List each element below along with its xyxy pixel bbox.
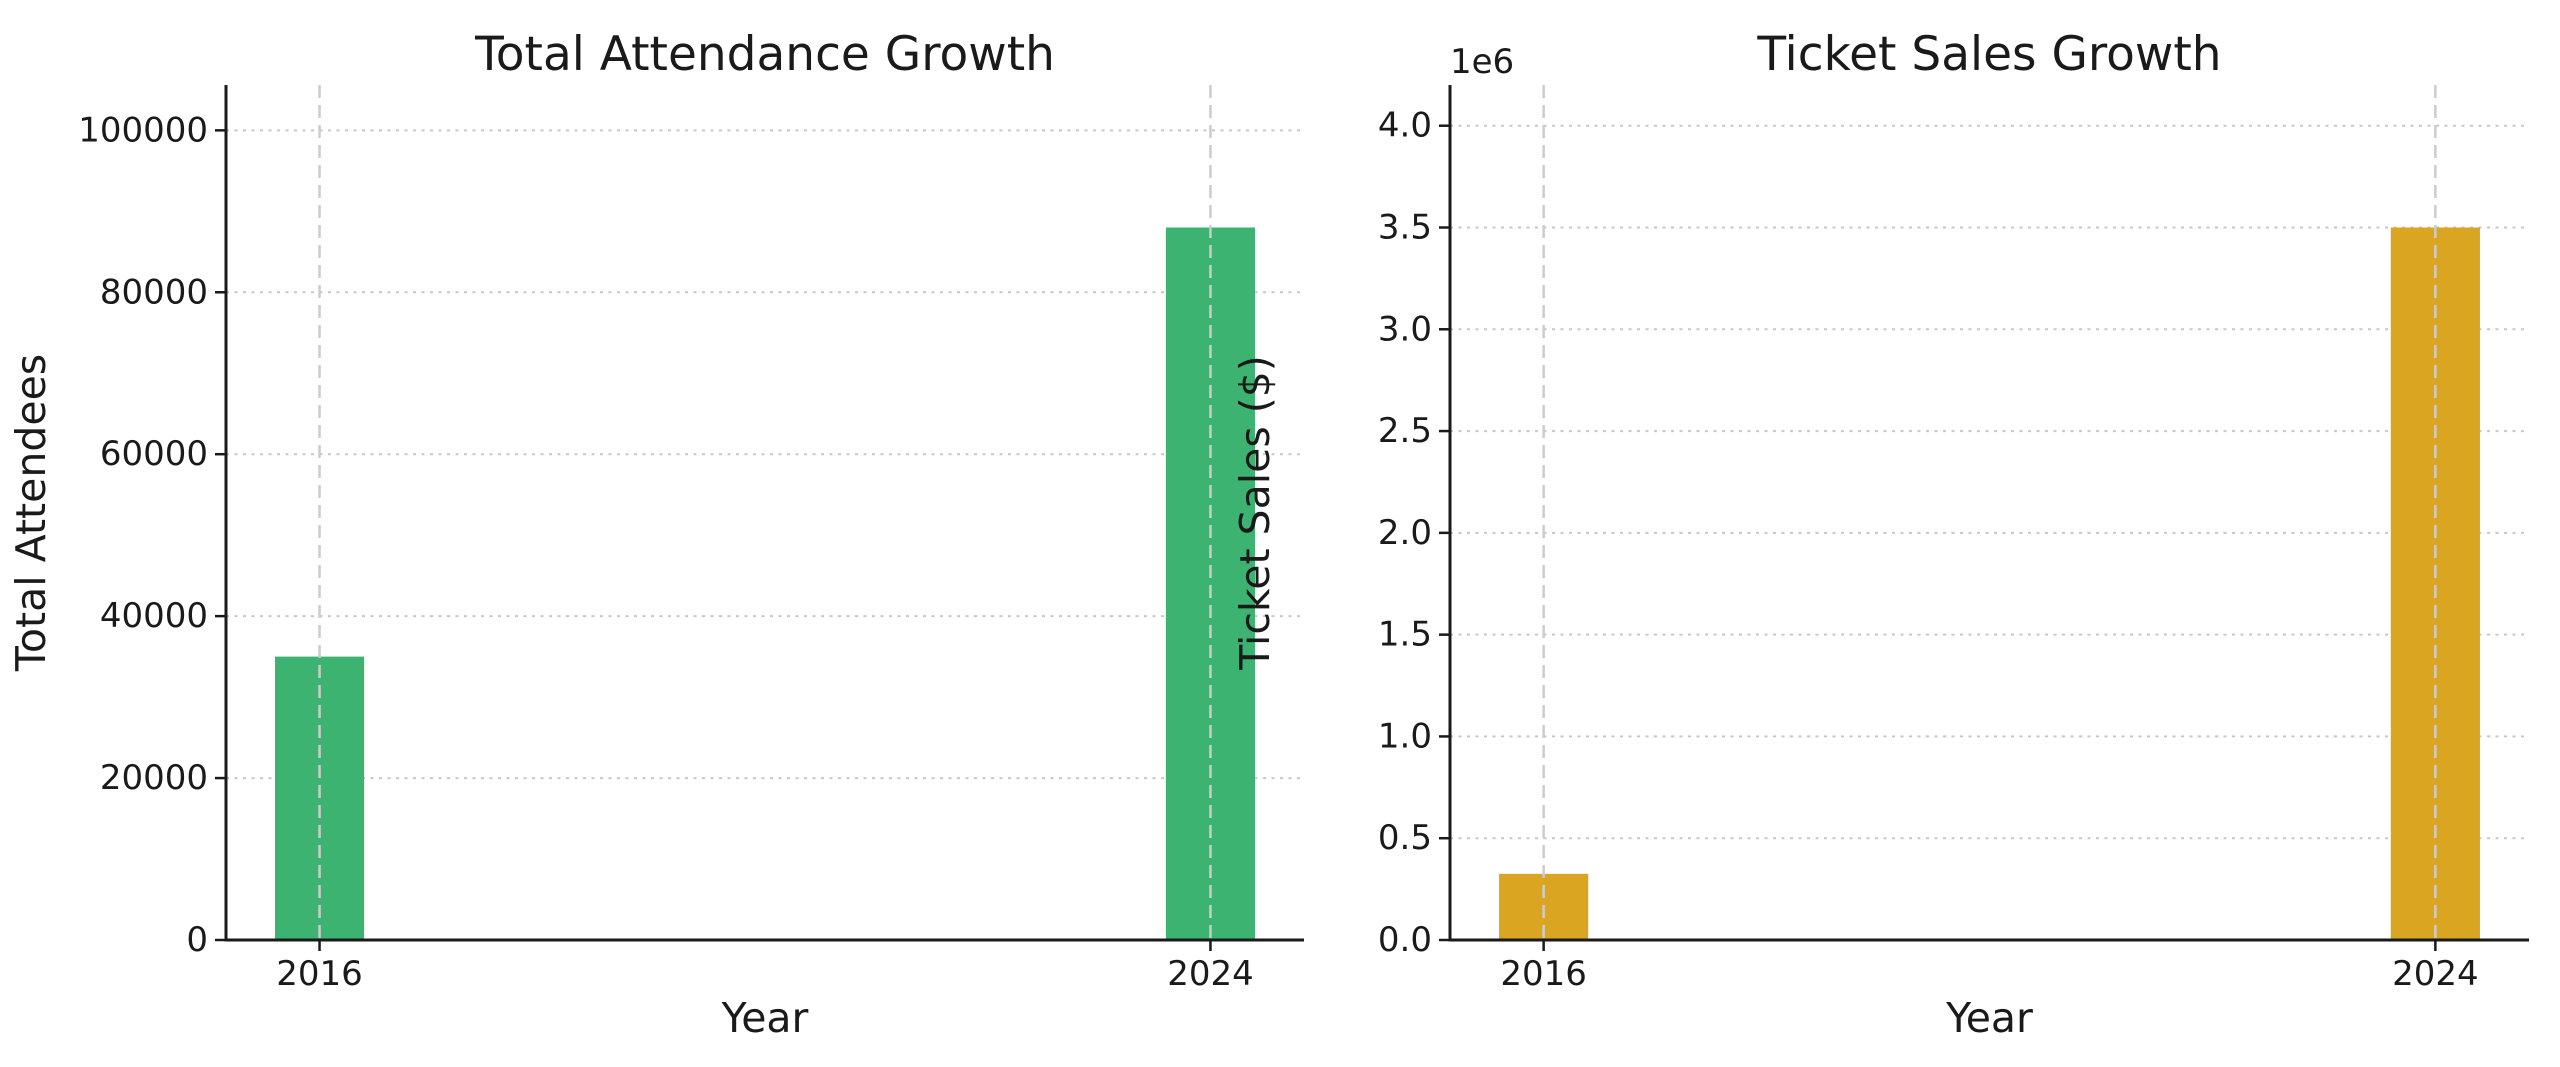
y-tick-label: 0.5 xyxy=(1378,818,1432,858)
y-tick-label: 40000 xyxy=(100,596,208,636)
y-axis-label: Ticket Sales ($) xyxy=(1231,355,1279,671)
y-tick-label: 2.5 xyxy=(1378,411,1432,451)
y-tick-label: 4.0 xyxy=(1378,106,1432,146)
y-tick-label: 2.0 xyxy=(1378,513,1432,553)
x-tick-label: 2016 xyxy=(276,954,363,994)
x-tick-label: 2024 xyxy=(1167,954,1254,994)
y-tick-label: 3.0 xyxy=(1378,309,1432,349)
y-tick-label: 3.5 xyxy=(1378,208,1432,248)
y-tick-label: 1.5 xyxy=(1378,615,1432,655)
y-tick-label: 60000 xyxy=(100,434,208,474)
y-axis-label: Total Attendees xyxy=(7,354,55,672)
y-tick-label: 0.0 xyxy=(1378,920,1432,960)
chart-title: Total Attendance Growth xyxy=(474,27,1055,82)
y-tick-label: 100000 xyxy=(78,110,208,150)
y-tick-label: 80000 xyxy=(100,272,208,312)
y-tick-label: 1.0 xyxy=(1378,716,1432,756)
y-tick-label: 0 xyxy=(186,920,208,960)
y-tick-label: 20000 xyxy=(100,758,208,798)
x-tick-label: 2024 xyxy=(2392,954,2479,994)
y-axis-offset-label: 1e6 xyxy=(1450,42,1514,82)
x-tick-label: 2016 xyxy=(1500,954,1587,994)
x-axis-label: Year xyxy=(721,994,809,1042)
chart-title: Ticket Sales Growth xyxy=(1756,27,2221,82)
x-axis-label: Year xyxy=(1945,994,2033,1042)
